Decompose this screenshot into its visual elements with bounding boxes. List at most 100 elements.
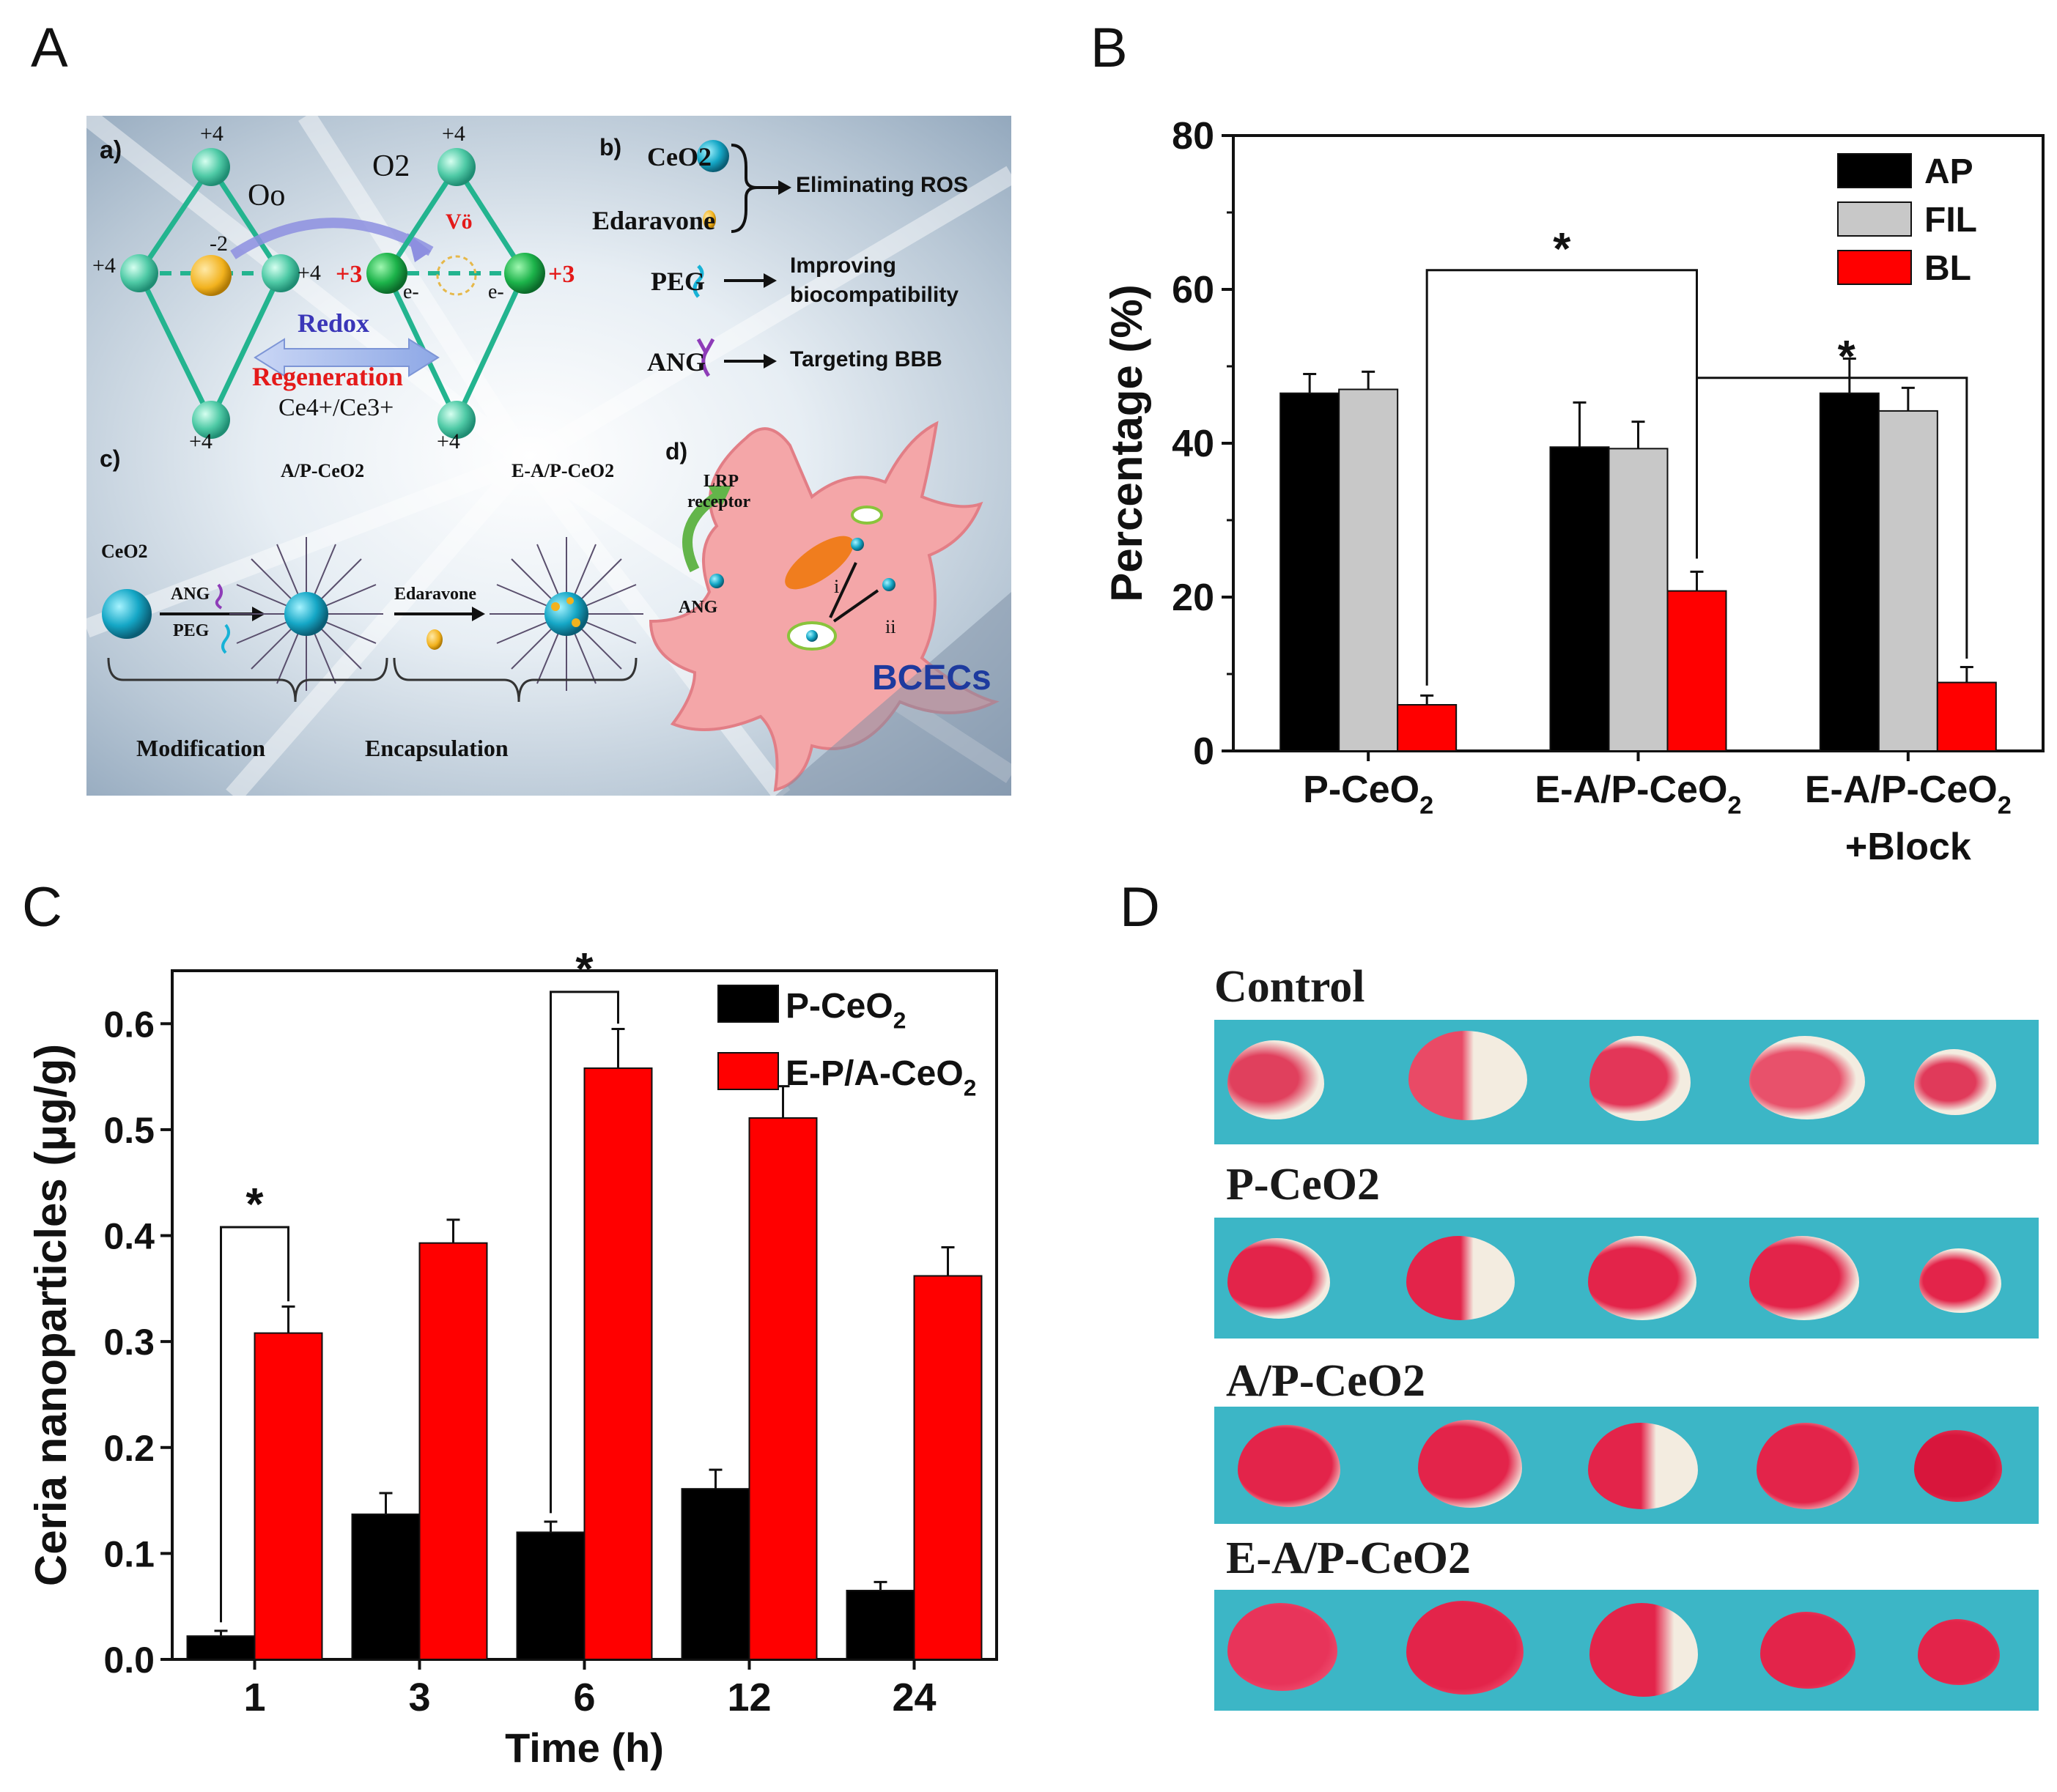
bar-fil	[1877, 410, 1938, 752]
brain-slice-panel: Control P-CeO2 A/P-CeO2 E-A/P-CeO2	[1213, 960, 2041, 1714]
brain-slice	[1914, 1049, 1996, 1115]
label-d: d)	[665, 438, 688, 464]
brain-slice	[1749, 1036, 1865, 1119]
y-tick-label: 80	[1172, 115, 1214, 158]
legend-swatch	[717, 1052, 779, 1090]
slab-control	[1214, 1020, 2039, 1144]
row-label-eap-ceo2: E-A/P-CeO2	[1226, 1533, 1471, 1583]
oxygen-site: Oo	[248, 179, 286, 212]
schematic-graphic	[86, 116, 1011, 796]
charge-center: -2	[210, 232, 228, 256]
panel-letter-a: A	[31, 17, 68, 79]
bar-series-2	[583, 1067, 653, 1661]
c-modification: Modification	[136, 735, 265, 761]
brain-slice	[1589, 1603, 1698, 1697]
c-ang: ANG	[171, 585, 210, 604]
ox-bottom-left: +4	[189, 429, 213, 453]
redox-label: Redox	[298, 308, 369, 338]
y-tick-label: 0.2	[103, 1428, 155, 1469]
ox-top-left: +4	[200, 122, 224, 146]
legend-swatch	[717, 985, 779, 1023]
x-tick-label: E-A/P-CeO2​	[1535, 769, 1741, 820]
label-a: a)	[100, 136, 122, 164]
y-axis-label: Percentage (%)	[1102, 284, 1151, 601]
brain-slice	[1227, 1040, 1324, 1119]
y-axis-label: Ceria nanoparticles (μg/g)	[26, 1044, 75, 1586]
y-tick-label: 0.5	[103, 1110, 155, 1151]
panel-letter-b: B	[1090, 17, 1128, 79]
b-ceo2: CeO2	[647, 142, 712, 171]
c-eap-ceo2: E-A/P-CeO2	[512, 460, 615, 481]
y-tick-label: 0.1	[103, 1533, 155, 1574]
significance-bracket	[1425, 269, 1698, 686]
c-ap-ceo2: A/P-CeO2	[281, 460, 365, 481]
bar-bl	[1936, 681, 1997, 752]
b-improving: Improving	[790, 253, 897, 278]
ox-right: +4	[298, 261, 321, 285]
significance-bracket	[550, 991, 619, 1514]
y-tick-label: 0.3	[103, 1322, 155, 1363]
brain-slice	[1919, 1248, 2001, 1313]
panel-letter-c: C	[22, 876, 62, 938]
x-tick-label: E-A/P-CeO2​	[1805, 769, 2012, 820]
x-tick-label: P-CeO2​	[1303, 769, 1433, 820]
chart-b: 0 20 40 60 80 Percentage (%) P-CeO2​ E-A/P-CeO2…	[1083, 92, 2057, 875]
significance-bracket	[220, 1226, 289, 1623]
legend-label: FIL	[1924, 201, 1977, 240]
significance-bracket	[1696, 377, 1968, 659]
y-tick-label: 40	[1172, 423, 1214, 465]
brain-slice	[1588, 1236, 1696, 1320]
x-tick-label: 24	[892, 1676, 936, 1719]
y-tick-label: 0.0	[103, 1640, 155, 1681]
y-tick-label: 60	[1172, 269, 1214, 311]
octahedron-left	[120, 148, 300, 439]
bar-fil	[1608, 448, 1669, 752]
b-edaravone: Edaravone	[592, 206, 716, 235]
slab-ap-ceo2	[1214, 1407, 2039, 1524]
brain-slice	[1227, 1238, 1330, 1319]
brain-slice	[1749, 1236, 1859, 1320]
legend-swatch	[1837, 201, 1912, 237]
regeneration-label: Regeneration	[252, 362, 403, 391]
c-ceo2: CeO2	[101, 541, 148, 562]
x-tick-label: 3	[408, 1676, 430, 1719]
x-tick-label: 1	[243, 1676, 265, 1719]
reduced-right: +3	[548, 261, 575, 288]
schematic-panel: a) +4 +4 +4 +4 -2 Oo O2 Vö +4 +4 +3 +3 e…	[86, 116, 1011, 796]
vacancy-label: Vö	[446, 210, 473, 234]
bar-bl	[1397, 704, 1458, 752]
bar-ap	[1549, 446, 1610, 752]
legend-swatch	[1837, 250, 1912, 285]
row-label-control: Control	[1214, 962, 1365, 1012]
significance-star: *	[1553, 224, 1571, 275]
bar-series-1	[846, 1590, 915, 1660]
brain-slice	[1418, 1420, 1522, 1508]
y-tick-label: 20	[1172, 577, 1214, 619]
b-peg: PEG	[651, 267, 706, 296]
brain-slice	[1227, 1603, 1337, 1691]
slab-eap-ceo2	[1214, 1590, 2039, 1711]
significance-star: *	[245, 1180, 264, 1230]
b-targeting: Targeting BBB	[790, 347, 942, 371]
legend-label: AP	[1924, 152, 1973, 191]
legend-label: BL	[1924, 249, 1971, 288]
b-ang: ANG	[647, 347, 706, 377]
ox-bottom-right: +4	[437, 429, 460, 453]
slab-p-ceo2	[1214, 1218, 2039, 1339]
y-tick-label: 0	[1193, 730, 1214, 773]
x-tick-label: 12	[727, 1676, 771, 1719]
bar-series-1	[681, 1488, 750, 1661]
brain-slice	[1589, 1036, 1691, 1121]
x-tick-label: 6	[573, 1676, 595, 1719]
bar-series-2	[913, 1275, 983, 1660]
legend-label: E-P/A-CeO2​	[786, 1054, 976, 1100]
bar-ap	[1279, 392, 1340, 752]
octahedron-right	[366, 148, 545, 439]
panel-letter-d: D	[1120, 876, 1160, 938]
brain-slice	[1914, 1430, 2002, 1502]
bar-series-1	[516, 1531, 586, 1661]
brain-slice	[1918, 1619, 2000, 1685]
oxygen-label: O2	[372, 149, 410, 183]
bar-series-2	[418, 1242, 488, 1660]
bar-series-1	[351, 1513, 421, 1661]
